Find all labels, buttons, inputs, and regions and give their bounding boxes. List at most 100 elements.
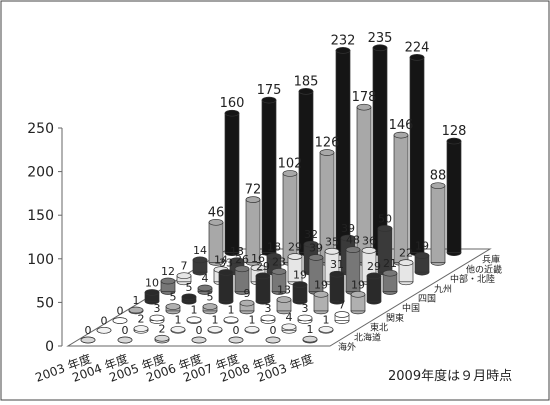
- bar-cap: [228, 336, 244, 344]
- y-tick-label: 250: [27, 121, 54, 137]
- value-label: 1: [133, 294, 140, 307]
- value-label: 2: [138, 313, 145, 326]
- value-label: 0: [85, 324, 92, 337]
- bar-cap: [350, 290, 366, 298]
- bar: [409, 57, 425, 254]
- bar-cap: [292, 281, 308, 288]
- bar: [446, 140, 462, 254]
- value-label: 3: [154, 302, 161, 315]
- value-label: 50: [378, 213, 392, 226]
- value-label: 185: [294, 74, 319, 89]
- bar-cap: [308, 254, 324, 261]
- value-label: 1: [228, 304, 235, 317]
- bar-cap: [334, 311, 350, 318]
- bar-cap: [345, 246, 361, 253]
- legend-label: 北海道: [354, 331, 381, 343]
- value-label: 14: [193, 244, 207, 257]
- bar-cap: [329, 270, 345, 278]
- bar-cap: [176, 272, 192, 280]
- value-label: 23: [272, 255, 286, 268]
- value-label: 232: [331, 33, 356, 48]
- value-label: 29: [367, 260, 381, 273]
- bar-cap: [414, 252, 430, 259]
- value-label: 3: [265, 302, 272, 315]
- value-label: 36: [362, 234, 376, 247]
- value-label: 39: [309, 241, 323, 254]
- bar-cap: [149, 314, 165, 322]
- bar-cap: [245, 196, 261, 203]
- value-label: 88: [430, 169, 447, 184]
- bar-cap: [398, 259, 414, 266]
- bar-cap: [191, 336, 207, 344]
- bar-cap: [218, 269, 234, 276]
- bar-cap: [208, 218, 224, 226]
- value-label: 48: [346, 234, 360, 247]
- value-label: 12: [161, 265, 175, 278]
- bar-cap: [239, 299, 255, 307]
- legend-label: 四国: [418, 294, 436, 305]
- bar-cap: [409, 54, 425, 61]
- legend-label: 海外: [338, 341, 356, 353]
- bar-cap: [229, 257, 245, 265]
- bar-cap: [335, 47, 351, 54]
- value-label: 2: [159, 322, 166, 335]
- bar-cap: [260, 314, 276, 322]
- value-label: 7: [181, 260, 188, 273]
- value-label: 0: [122, 324, 129, 337]
- bar-cap: [170, 326, 186, 333]
- legend-label: 東北: [370, 322, 388, 334]
- bar-cap: [202, 303, 218, 310]
- bar-cap: [266, 253, 282, 260]
- value-label: 33: [219, 256, 233, 269]
- annotation: 2009年度は９月時点: [388, 368, 512, 384]
- bar-cap: [276, 296, 292, 303]
- value-label: 29: [256, 260, 270, 273]
- value-label: 13: [277, 284, 291, 297]
- bar-cap: [261, 96, 277, 104]
- bar-cap: [128, 306, 144, 314]
- y-tick-label: 0: [45, 339, 54, 355]
- value-label: 146: [389, 118, 414, 133]
- bar-cap: [224, 109, 240, 117]
- value-label: 0: [270, 324, 277, 337]
- value-label: 35: [325, 235, 339, 248]
- value-label: 16: [251, 252, 265, 265]
- value-label: 32: [304, 228, 318, 241]
- value-label: 22: [399, 247, 413, 260]
- bar-cap: [271, 268, 287, 275]
- value-label: 72: [245, 183, 262, 198]
- bar-cap: [250, 264, 266, 272]
- bar-cap: [234, 265, 250, 273]
- bar-cap: [281, 323, 297, 331]
- value-label: 19: [351, 278, 365, 291]
- bar-cap: [207, 326, 223, 333]
- bar: [218, 272, 234, 302]
- value-label: 224: [405, 40, 430, 55]
- value-label: 126: [315, 136, 340, 151]
- legend-label: 中国: [402, 302, 420, 314]
- bar-cap: [361, 247, 377, 254]
- bar-cap: [302, 335, 318, 343]
- bar-cap: [382, 269, 398, 277]
- bar-cap: [303, 240, 319, 248]
- value-label: 175: [257, 83, 282, 98]
- bar-cap: [165, 303, 181, 310]
- bar: [366, 275, 382, 302]
- bar-cap: [393, 131, 409, 139]
- bar: [255, 275, 271, 302]
- value-label: 178: [352, 90, 377, 105]
- value-label: 26: [235, 253, 249, 266]
- value-label: 102: [278, 156, 303, 171]
- y-tick-label: 200: [27, 165, 54, 181]
- bar-cap: [186, 316, 202, 324]
- value-label: 10: [145, 276, 159, 289]
- value-label: 0: [101, 314, 108, 327]
- bar: [261, 99, 277, 254]
- value-label: 29: [288, 241, 302, 254]
- legend-label: 中部・北陸: [450, 273, 495, 285]
- value-label: 4: [286, 311, 293, 324]
- value-label: 0: [117, 305, 124, 318]
- bar-cap: [324, 247, 340, 255]
- legend-label: 他の近畿: [466, 263, 502, 275]
